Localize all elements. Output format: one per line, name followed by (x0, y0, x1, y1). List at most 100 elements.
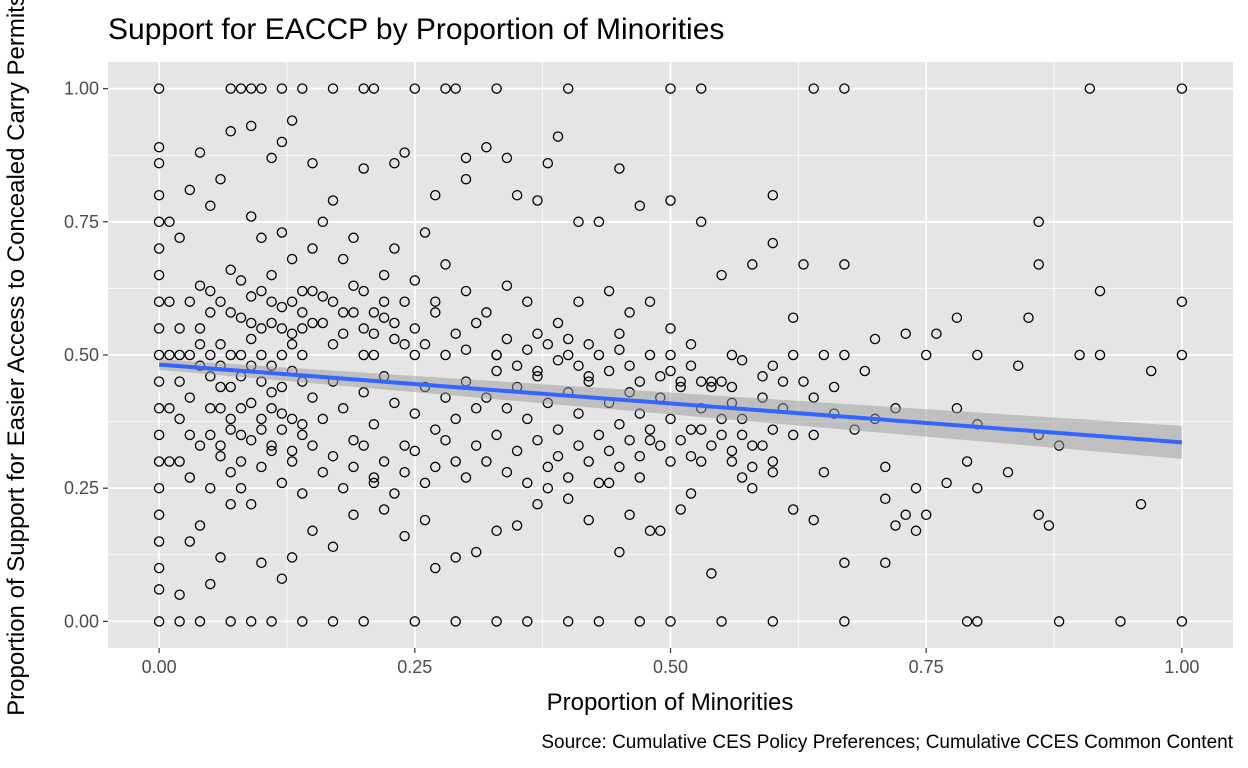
data-point-258 (174, 376, 185, 387)
data-point-88 (1176, 296, 1188, 307)
data-point-281 (409, 408, 421, 419)
data-point-392 (634, 376, 646, 387)
data-point-372 (726, 445, 738, 457)
data-point-89 (1023, 312, 1034, 323)
data-point-155 (327, 195, 339, 206)
data-point-209 (501, 280, 513, 291)
data-point-146 (460, 173, 472, 185)
data-point-368 (685, 450, 697, 462)
y-tick-label-3: 0.75 (64, 212, 99, 232)
data-point-421 (215, 403, 226, 414)
data-point-162 (184, 184, 196, 196)
data-point-28 (368, 83, 380, 94)
data-point-408 (164, 349, 175, 361)
data-point-280 (399, 440, 410, 451)
data-point-35 (695, 83, 707, 94)
data-point-62 (1115, 616, 1126, 627)
data-point-216 (378, 269, 390, 281)
data-point-311 (409, 445, 421, 457)
data-point-398 (695, 376, 707, 387)
data-point-422 (225, 349, 236, 361)
data-point-84 (839, 259, 850, 270)
data-point-36 (808, 83, 819, 94)
data-point-21 (235, 83, 247, 94)
data-point-111 (910, 482, 922, 494)
data-point-153 (419, 227, 431, 238)
data-point-156 (286, 115, 298, 126)
data-point-303 (327, 450, 339, 462)
data-point-97 (716, 269, 727, 281)
data-point-23 (256, 83, 267, 94)
y-tick-label-0: 0.00 (64, 611, 99, 631)
data-point-199 (603, 285, 615, 297)
data-point-124 (787, 504, 799, 515)
data-point-364 (644, 424, 656, 435)
data-point-230 (194, 280, 206, 291)
data-point-121 (880, 557, 891, 569)
data-point-53 (593, 616, 605, 627)
data-point-243 (327, 339, 339, 350)
data-point-2 (153, 349, 165, 361)
data-point-217 (368, 307, 380, 318)
data-point-79 (695, 216, 707, 228)
data-point-246 (358, 323, 369, 334)
data-point-292 (215, 450, 226, 462)
data-point-48 (409, 616, 421, 627)
data-point-205 (583, 339, 594, 350)
data-point-77 (1176, 349, 1188, 361)
data-point-19 (153, 141, 165, 153)
data-point-18 (153, 584, 165, 595)
data-point-449 (317, 317, 329, 329)
data-point-69 (726, 349, 738, 361)
data-point-17 (153, 562, 165, 574)
data-point-237 (266, 317, 277, 329)
data-point-300 (297, 488, 308, 499)
data-point-254 (440, 349, 451, 361)
data-point-350 (501, 466, 513, 478)
data-point-417 (194, 339, 206, 350)
data-point-316 (460, 472, 472, 483)
data-point-247 (368, 349, 380, 361)
data-point-5 (153, 323, 165, 334)
data-point-289 (184, 472, 196, 483)
data-point-381 (522, 344, 533, 355)
data-point-136 (818, 466, 830, 478)
data-point-410 (164, 296, 175, 307)
data-point-308 (378, 456, 390, 467)
data-point-178 (307, 525, 318, 537)
data-point-128 (675, 504, 686, 515)
data-point-378 (491, 349, 502, 361)
data-point-452 (348, 307, 359, 318)
data-point-367 (675, 434, 686, 446)
data-point-7 (153, 429, 165, 441)
data-point-447 (297, 307, 308, 318)
data-point-218 (348, 232, 359, 244)
data-point-369 (695, 424, 707, 435)
y-tick-label-1: 0.25 (64, 478, 99, 498)
data-point-72 (839, 349, 850, 361)
data-point-341 (716, 429, 727, 441)
data-point-125 (736, 472, 748, 483)
data-point-312 (419, 477, 431, 489)
data-point-61 (1053, 616, 1065, 627)
data-point-117 (920, 509, 932, 521)
data-point-309 (389, 488, 400, 499)
data-point-67 (562, 349, 574, 361)
data-point-402 (736, 355, 748, 366)
data-point-152 (389, 157, 400, 169)
x-tick-label-4: 1.00 (1164, 657, 1199, 677)
data-point-22 (245, 83, 257, 94)
data-point-159 (225, 126, 236, 137)
data-point-412 (174, 349, 185, 361)
x-axis: 0.00 0.25 0.50 0.75 1.00 (142, 648, 1199, 677)
data-point-259 (184, 392, 196, 403)
data-point-142 (634, 200, 646, 212)
data-point-226 (256, 232, 267, 244)
data-point-425 (235, 403, 247, 414)
data-point-461 (235, 456, 247, 467)
data-point-222 (297, 285, 308, 297)
data-point-177 (286, 552, 298, 563)
data-point-433 (276, 381, 288, 393)
data-point-313 (430, 461, 441, 473)
data-point-464 (266, 440, 277, 451)
